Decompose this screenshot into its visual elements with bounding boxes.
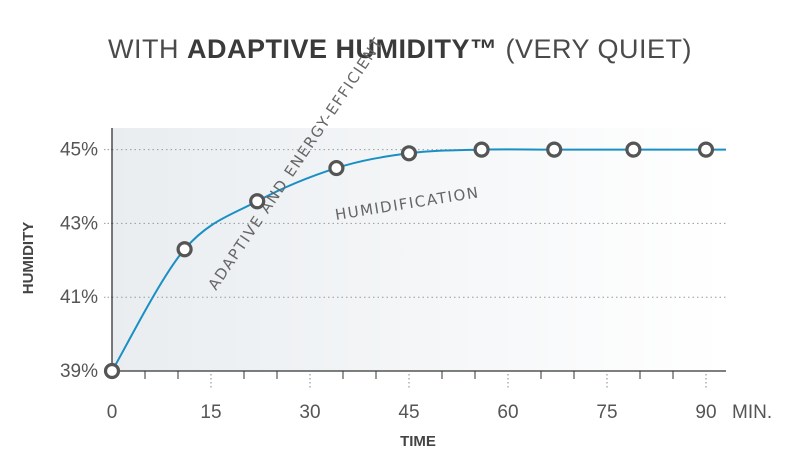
title-prefix: WITH bbox=[107, 34, 187, 64]
x-tick-label: 60 bbox=[497, 402, 518, 423]
title-suffix: (VERY QUIET) bbox=[497, 34, 693, 64]
x-tick-label: 15 bbox=[200, 402, 221, 423]
y-tick-label: 45% bbox=[60, 140, 98, 161]
chart-background bbox=[112, 128, 726, 371]
data-point bbox=[249, 193, 266, 210]
y-tick-label: 39% bbox=[60, 361, 98, 382]
x-tick-label: 90 bbox=[695, 402, 716, 423]
title-bold: ADAPTIVE HUMIDITY™ bbox=[186, 34, 498, 64]
y-tick-label: 41% bbox=[60, 287, 98, 308]
x-tick-label: 0 bbox=[107, 402, 118, 423]
x-tick-label: 30 bbox=[299, 402, 320, 423]
x-unit-label: MIN. bbox=[732, 402, 772, 423]
data-point bbox=[697, 141, 715, 158]
x-tick-label: 75 bbox=[596, 402, 617, 423]
x-tick-label: 45 bbox=[398, 402, 419, 423]
data-point bbox=[546, 141, 563, 158]
x-axis-title: TIME bbox=[400, 433, 436, 450]
data-point bbox=[473, 141, 490, 158]
chart-title: WITH ADAPTIVE HUMIDITY™ (VERY QUIET) bbox=[0, 34, 800, 65]
data-point bbox=[625, 141, 642, 158]
y-axis-title: HUMIDITY bbox=[20, 222, 37, 295]
data-point bbox=[103, 362, 121, 380]
humidity-curve bbox=[111, 148, 726, 372]
data-point bbox=[176, 241, 193, 258]
data-point bbox=[400, 145, 418, 162]
data-point bbox=[328, 159, 345, 177]
y-tick-label: 43% bbox=[60, 213, 98, 234]
